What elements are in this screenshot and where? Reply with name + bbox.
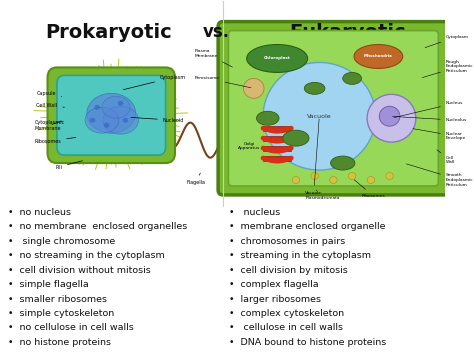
Text: Prokaryotic: Prokaryotic bbox=[45, 23, 172, 42]
Text: •   cellulose in cell walls: • cellulose in cell walls bbox=[229, 323, 343, 332]
Text: •  cell division without mitosis: • cell division without mitosis bbox=[8, 266, 151, 275]
Ellipse shape bbox=[386, 173, 393, 180]
Ellipse shape bbox=[379, 106, 400, 126]
Ellipse shape bbox=[104, 123, 109, 128]
Ellipse shape bbox=[348, 173, 356, 180]
Ellipse shape bbox=[304, 82, 325, 94]
Text: Peroxisome: Peroxisome bbox=[195, 76, 251, 88]
Text: •  no histone proteins: • no histone proteins bbox=[8, 338, 111, 347]
Ellipse shape bbox=[118, 101, 123, 106]
Text: Capsule: Capsule bbox=[36, 91, 62, 97]
Text: Cell
Wall: Cell Wall bbox=[437, 150, 455, 164]
Ellipse shape bbox=[311, 173, 319, 180]
Text: •  no nucleus: • no nucleus bbox=[8, 208, 71, 217]
Text: •  simple flagella: • simple flagella bbox=[8, 280, 89, 289]
Text: Nucleus: Nucleus bbox=[394, 101, 463, 118]
FancyBboxPatch shape bbox=[47, 67, 175, 163]
Ellipse shape bbox=[367, 176, 374, 184]
Ellipse shape bbox=[94, 105, 100, 110]
Ellipse shape bbox=[102, 96, 130, 118]
Text: Flagella: Flagella bbox=[186, 173, 205, 185]
FancyArrow shape bbox=[263, 126, 291, 131]
FancyBboxPatch shape bbox=[218, 22, 449, 195]
Text: Cytoplasm: Cytoplasm bbox=[425, 34, 469, 48]
Ellipse shape bbox=[85, 107, 119, 133]
Text: Plasma
Membrane: Plasma Membrane bbox=[195, 49, 233, 67]
Text: Cytoplasm: Cytoplasm bbox=[123, 75, 186, 90]
Text: •  complex cytoskeleton: • complex cytoskeleton bbox=[229, 309, 345, 318]
Text: •  cell division by mitosis: • cell division by mitosis bbox=[229, 266, 348, 275]
Text: Ribosomes: Ribosomes bbox=[354, 180, 385, 198]
Ellipse shape bbox=[256, 111, 279, 125]
Text: Golgi
Apparatus: Golgi Apparatus bbox=[238, 142, 260, 151]
Text: Eukaryotic: Eukaryotic bbox=[289, 23, 406, 42]
Text: •   nucleus: • nucleus bbox=[229, 208, 281, 217]
Text: •  smaller ribosomes: • smaller ribosomes bbox=[8, 295, 107, 304]
Text: Nucleolus: Nucleolus bbox=[392, 116, 467, 122]
Text: •   single chromosome: • single chromosome bbox=[8, 237, 116, 246]
Text: Pili: Pili bbox=[55, 161, 82, 170]
Text: Mitochondria: Mitochondria bbox=[364, 54, 393, 59]
FancyBboxPatch shape bbox=[57, 75, 165, 155]
Ellipse shape bbox=[263, 62, 375, 170]
Text: •  streaming in the cytoplasm: • streaming in the cytoplasm bbox=[229, 251, 371, 260]
Text: •  larger ribosomes: • larger ribosomes bbox=[229, 295, 321, 304]
Text: Ribosomes: Ribosomes bbox=[35, 137, 76, 144]
FancyBboxPatch shape bbox=[228, 31, 438, 186]
Ellipse shape bbox=[103, 106, 138, 134]
Text: Nucleoid: Nucleoid bbox=[131, 118, 184, 123]
Text: •  chromosomes in pairs: • chromosomes in pairs bbox=[229, 237, 346, 246]
Ellipse shape bbox=[330, 156, 355, 170]
Ellipse shape bbox=[244, 78, 264, 98]
Text: Nuclear
Envelope: Nuclear Envelope bbox=[413, 129, 466, 141]
Text: •  simple cytoskeleton: • simple cytoskeleton bbox=[8, 309, 114, 318]
Text: Cytoplasmic
Membrane: Cytoplasmic Membrane bbox=[35, 120, 64, 131]
Text: Chloroplast: Chloroplast bbox=[264, 56, 291, 60]
Ellipse shape bbox=[354, 44, 403, 69]
FancyArrow shape bbox=[263, 155, 291, 160]
Text: •  no cellulose in cell walls: • no cellulose in cell walls bbox=[8, 323, 134, 332]
Text: •  no streaming in the cytoplasm: • no streaming in the cytoplasm bbox=[8, 251, 165, 260]
Text: •  DNA bound to histone proteins: • DNA bound to histone proteins bbox=[229, 338, 387, 347]
Text: Smooth
Endoplasmic
Reticulum: Smooth Endoplasmic Reticulum bbox=[406, 164, 474, 187]
Text: vs.: vs. bbox=[203, 23, 230, 40]
Ellipse shape bbox=[246, 44, 308, 72]
Ellipse shape bbox=[292, 176, 300, 184]
Ellipse shape bbox=[87, 93, 136, 133]
Text: Cell Wall: Cell Wall bbox=[36, 103, 64, 108]
Text: Vacuole: Vacuole bbox=[307, 114, 332, 119]
Text: •  no membrane  enclosed organelles: • no membrane enclosed organelles bbox=[8, 222, 187, 231]
Ellipse shape bbox=[283, 130, 309, 146]
Text: •  complex flagella: • complex flagella bbox=[229, 280, 319, 289]
Ellipse shape bbox=[90, 118, 95, 123]
Ellipse shape bbox=[343, 72, 362, 84]
Text: •  membrane enclosed organelle: • membrane enclosed organelle bbox=[229, 222, 386, 231]
Ellipse shape bbox=[367, 94, 416, 142]
Text: Rough
Endoplasmic
Reticulum: Rough Endoplasmic Reticulum bbox=[422, 60, 474, 78]
FancyArrow shape bbox=[263, 136, 291, 141]
Text: Plasmodesmata: Plasmodesmata bbox=[305, 190, 340, 200]
FancyArrow shape bbox=[263, 146, 291, 151]
Text: Vacuole: Vacuole bbox=[305, 119, 322, 195]
Ellipse shape bbox=[329, 176, 337, 184]
Ellipse shape bbox=[122, 118, 128, 123]
